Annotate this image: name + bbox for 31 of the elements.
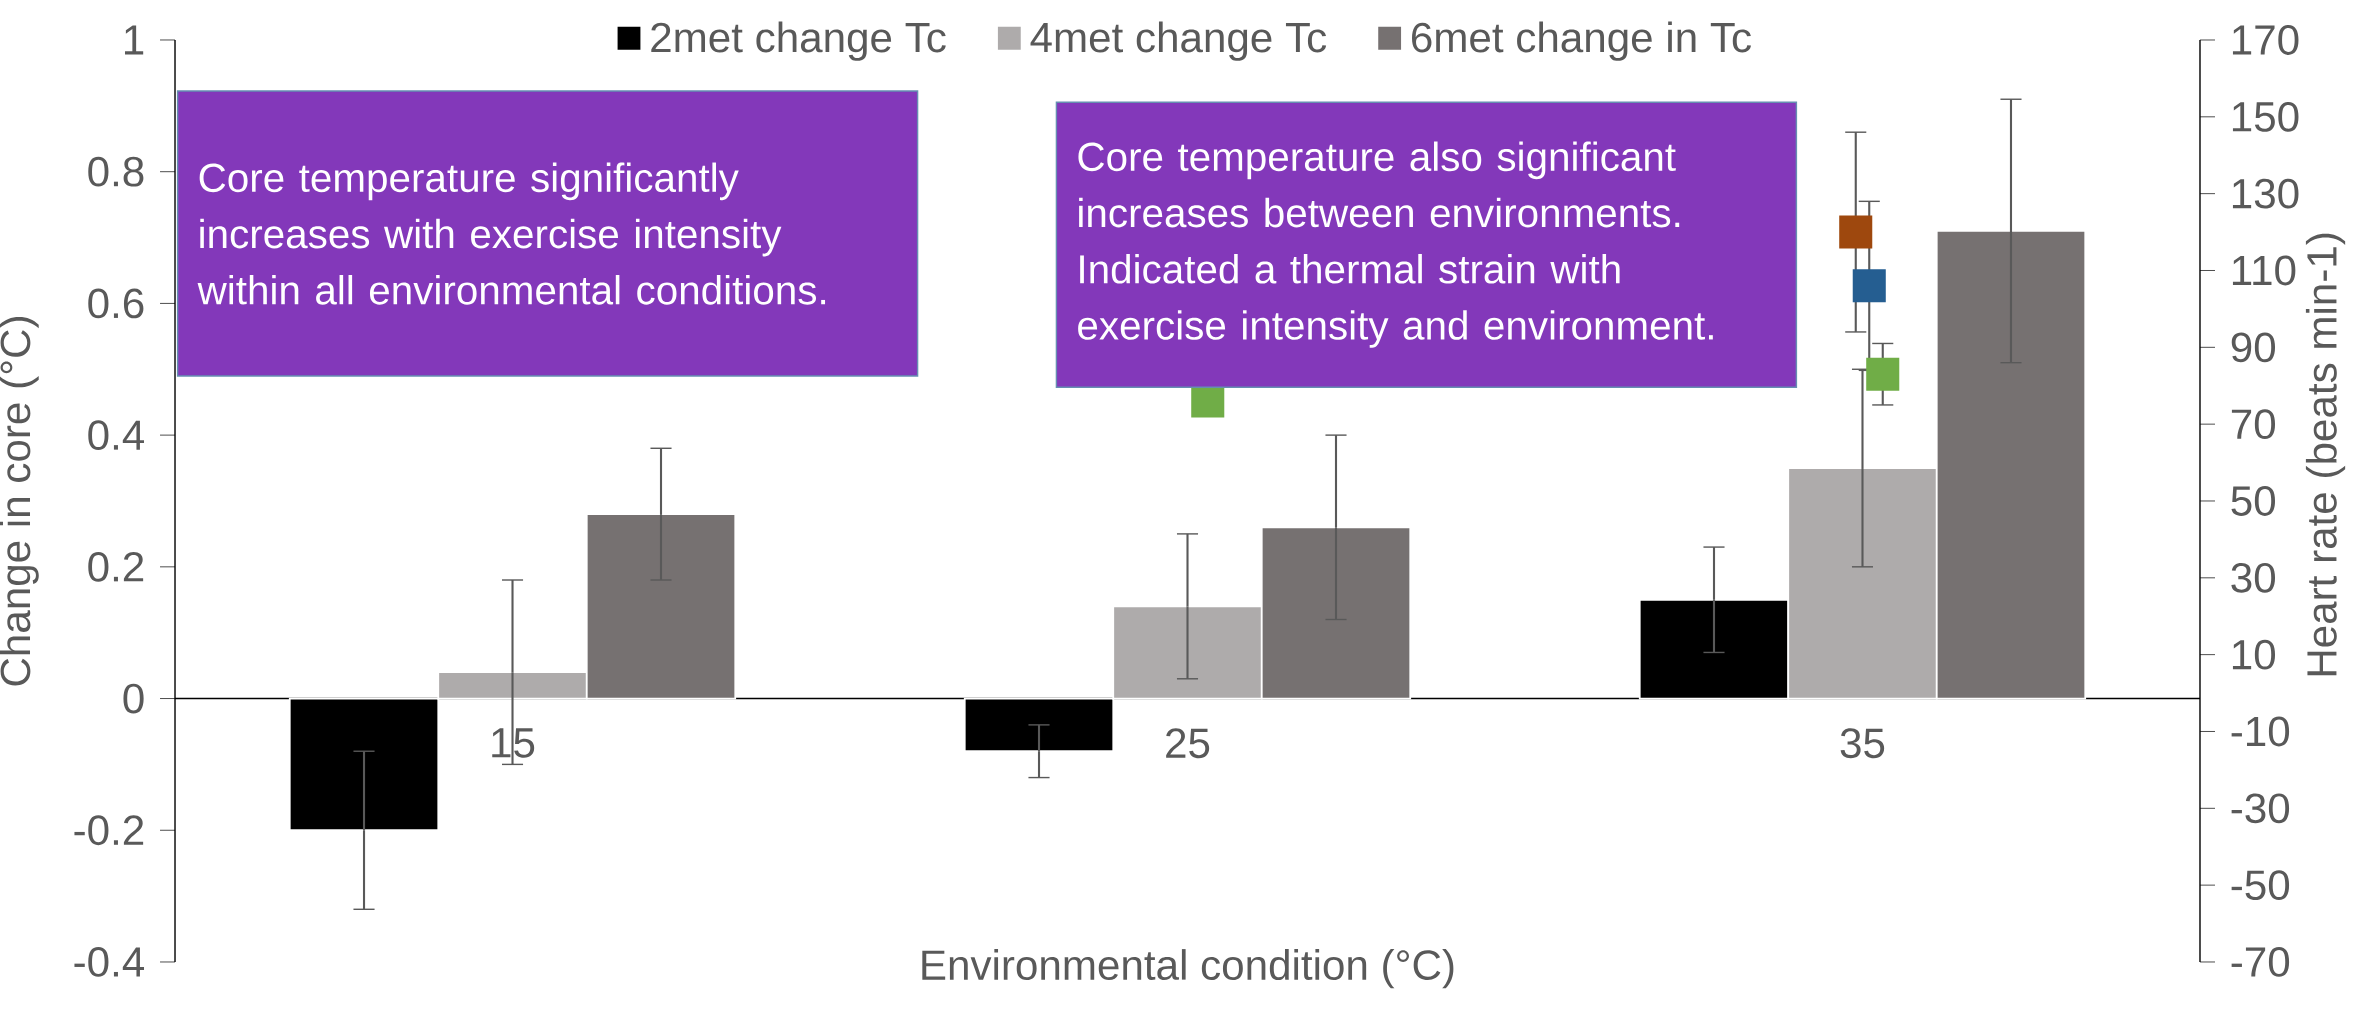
legend-label: 6met change in Tc (1412, 21, 1751, 61)
annotation: Core temperature also significant increases between environments. Indicated a thermal strain with exercise intensity and environment. (1078, 141, 1713, 348)
legend-label: 4met change Tc (1030, 21, 1327, 61)
y-tick-label: 0.6 (88, 288, 144, 319)
annotation: Core temperature significantly increases with exercise intensity within all environmental conditions. (197, 162, 826, 305)
y-axis-title: Change in core (°C) (0, 317, 39, 686)
y-tick-label: 1 (125, 25, 144, 55)
x-tick-label: 35 (1840, 728, 1885, 759)
y-tick-label: 0.4 (88, 420, 145, 451)
x-tick-label: 25 (1166, 728, 1210, 759)
y2-tick-label: 30 (2231, 562, 2276, 593)
y2-tick-label: 50 (2231, 486, 2276, 516)
y2-tick-label: -10 (2231, 716, 2290, 747)
y-tick-label: -0.4 (74, 947, 145, 977)
y2-tick-label: 90 (2231, 332, 2276, 363)
y2-tick-label: -50 (2231, 870, 2290, 901)
y2-tick-label: -30 (2231, 793, 2290, 824)
y-tick-label: -0.2 (74, 815, 144, 846)
y2-tick-label: 70 (2231, 409, 2276, 440)
legend-label: 2met change Tc (651, 21, 946, 61)
y2-tick-label: 170 (2232, 25, 2299, 55)
y-tick-label: 0 (123, 683, 144, 714)
x-axis-title: Environmental condition (°C) (922, 949, 1454, 989)
y2-axis-title: Heart rate (beats min-1) (2305, 233, 2346, 676)
y2-tick-label: 10 (2232, 639, 2276, 670)
y2-tick-label: 110 (2232, 255, 2296, 286)
y-tick-label: 0.2 (88, 551, 144, 582)
y2-tick-label: -70 (2231, 947, 2290, 977)
y-tick-label: 0.8 (88, 156, 144, 187)
y2-tick-label: 150 (2232, 101, 2299, 132)
y2-tick-label: 130 (2232, 178, 2299, 209)
